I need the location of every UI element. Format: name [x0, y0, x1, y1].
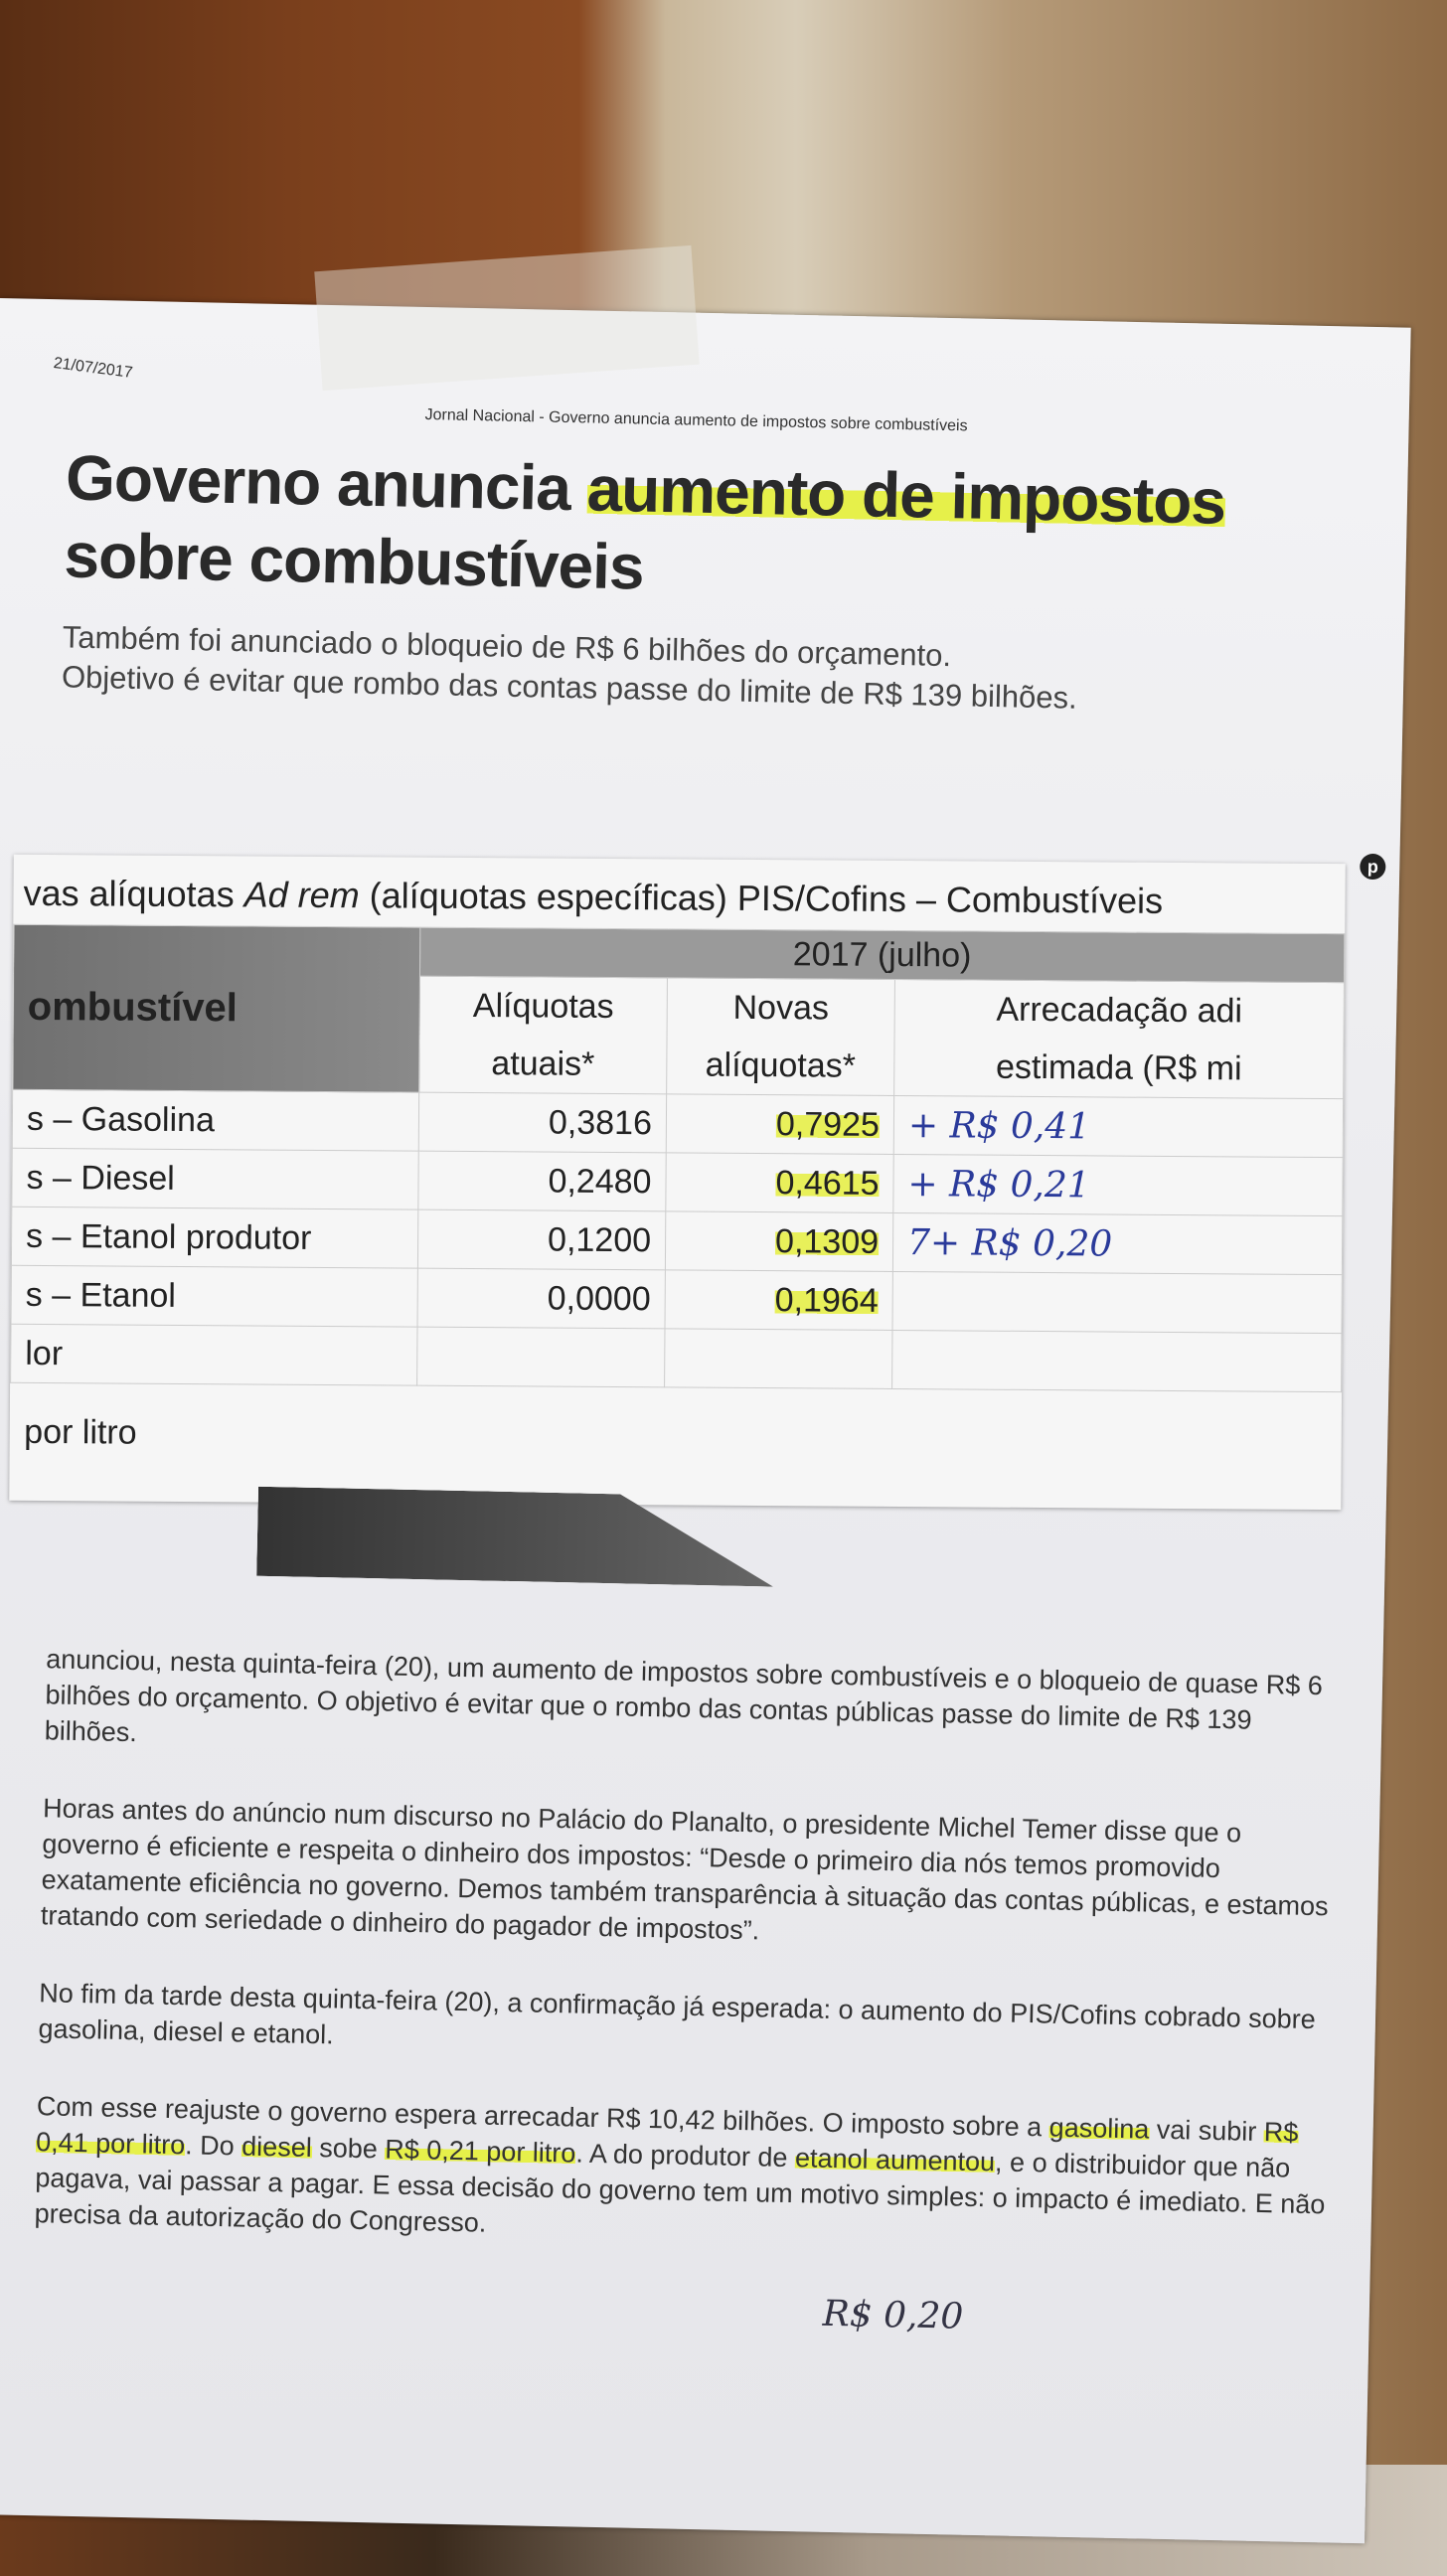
- handwritten-note: R$ 0,20: [822, 2293, 964, 2337]
- col-new-2: alíquotas*: [666, 1036, 895, 1096]
- tax-table: ombustível 2017 (julho) Alíquotas Novas …: [10, 924, 1346, 1470]
- handwritten-note: 7+ R$ 0,20: [892, 1212, 1343, 1275]
- col-fuel: ombustível: [12, 924, 420, 1093]
- table-row: s – Diesel 0,2480 0,4615 + R$ 0,21: [11, 1148, 1344, 1216]
- print-date: 21/07/2017: [52, 355, 134, 382]
- handwritten-note: + R$ 0,21: [892, 1154, 1344, 1216]
- paragraph: anunciou, nesta quinta-feira (20), um au…: [44, 1644, 1324, 1748]
- paragraph: No fim da tarde desta quinta-feira (20),…: [38, 1978, 1317, 2050]
- article-body: anunciou, nesta quinta-feira (20), um au…: [33, 1641, 1338, 2300]
- table-row: lor: [10, 1324, 1342, 1392]
- col-revenue-2: estimada (R$ mi: [893, 1037, 1345, 1099]
- handwritten-note: + R$ 0,41: [893, 1095, 1344, 1158]
- table-footnote: por litro: [24, 1412, 137, 1452]
- col-current: Alíquotas: [419, 976, 668, 1037]
- paragraph: Horas antes do anúncio num discurso no P…: [40, 1793, 1329, 1946]
- paragraph: Com esse reajuste o governo espera arrec…: [34, 2091, 1326, 2238]
- col-current-2: atuais*: [418, 1034, 668, 1094]
- title-highlight: aumento de impostos: [585, 452, 1226, 538]
- article-subtitle: Também foi anunciado o bloqueio de R$ 6 …: [62, 617, 1355, 724]
- table-row: s – Gasolina 0,3816 0,7925 + R$ 0,41: [12, 1089, 1344, 1158]
- year-band: 2017 (julho): [419, 927, 1345, 983]
- title-text: Governo anuncia: [65, 441, 588, 525]
- col-revenue: Arrecadação adi: [894, 979, 1345, 1042]
- title-text: sobre combustíveis: [63, 519, 645, 603]
- col-new: Novas: [667, 977, 895, 1038]
- article-title: Governo anuncia aumento de impostos sobr…: [64, 438, 1359, 620]
- table-row: s – Etanol 0,0000 0,1964: [11, 1265, 1343, 1334]
- pinterest-icon: p: [1360, 853, 1386, 881]
- tax-table-clipping: vas alíquotas Ad rem (alíquotas específi…: [9, 854, 1346, 1511]
- table-row: s – Etanol produtor 0,1200 0,1309 7+ R$ 0,2…: [11, 1207, 1343, 1275]
- print-header: Jornal Nacional - Governo anuncia aument…: [424, 405, 968, 435]
- printed-article: 21/07/2017 Jornal Nacional - Governo anu…: [0, 298, 1411, 2544]
- table-caption: vas alíquotas Ad rem (alíquotas específi…: [23, 872, 1164, 921]
